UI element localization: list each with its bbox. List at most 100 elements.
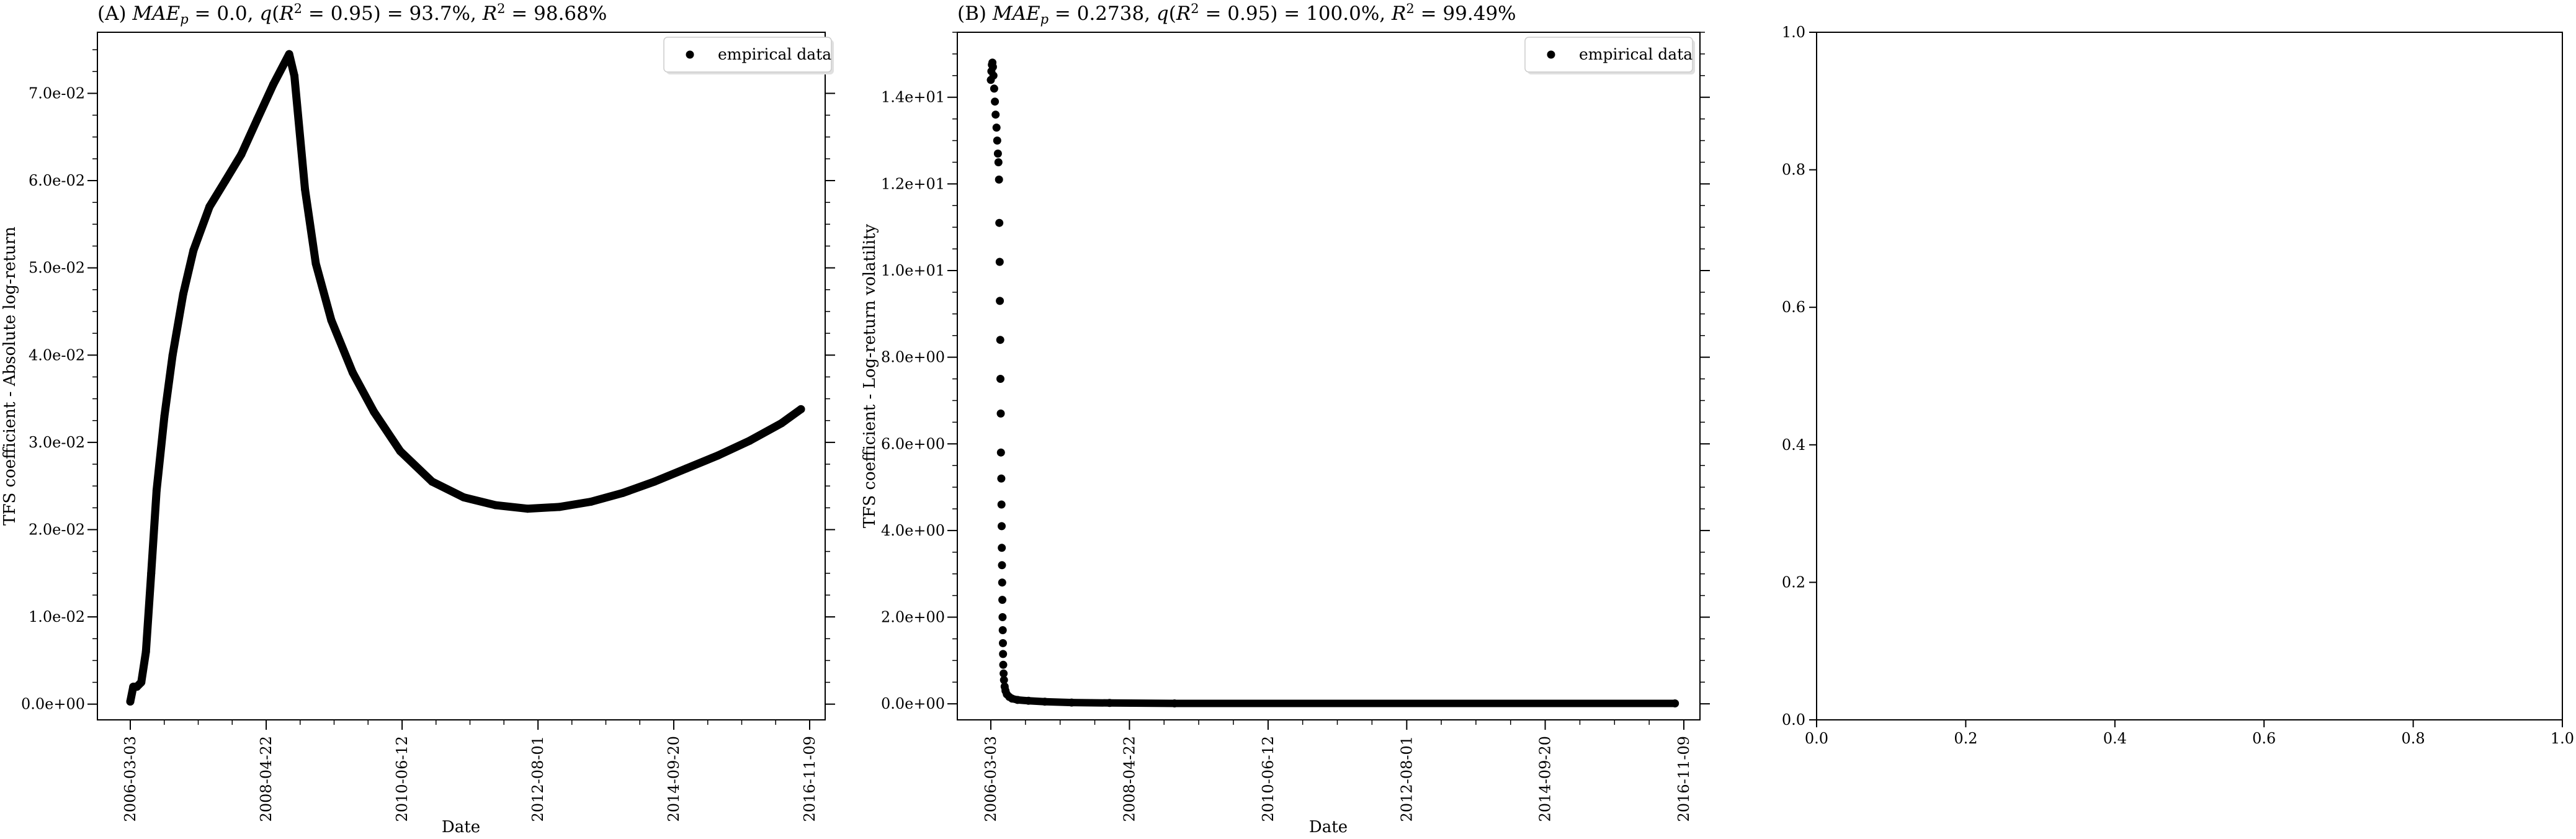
y-tick-label: 0.2 — [1782, 573, 1805, 591]
y-tick-label: 0.0e+00 — [881, 695, 945, 712]
data-point — [996, 375, 1004, 383]
y-tick-label: 1.2e+01 — [881, 175, 945, 192]
data-point — [491, 501, 500, 509]
x-tick-label: 2014-09-20 — [1537, 736, 1554, 822]
data-point — [1000, 669, 1008, 678]
plot-frame-c — [1816, 32, 2563, 720]
data-point — [327, 316, 336, 325]
data-point — [301, 185, 310, 194]
legend-box-b — [1524, 37, 1693, 73]
y-tick-label: 1.0 — [1782, 24, 1805, 41]
data-point — [189, 246, 198, 254]
data-point — [269, 80, 277, 89]
legend-label-b: empirical data — [1579, 45, 1693, 63]
data-point — [682, 464, 691, 473]
data-point — [311, 259, 320, 268]
y-tick-label: 8.0e+00 — [881, 349, 945, 366]
data-point — [713, 451, 722, 460]
x-tick-label: 2016-11-09 — [1675, 736, 1693, 822]
data-point — [996, 409, 1005, 418]
chart-title-a: (A) MAEp​ = 0.0, q(R2​ = 0.95) = 93.7%, … — [97, 1, 607, 27]
chart-panel-b: (B) MAEp​ = 0.2738, q(R2​ = 0.95) = 100.… — [861, 1, 1710, 837]
y-axis-label-b: TFS coefficient - Log-return volatility — [861, 224, 879, 528]
x-tick-label: 0.8 — [2402, 730, 2425, 747]
data-point — [221, 176, 230, 185]
data-point — [1040, 698, 1049, 706]
x-tick-label: 0.4 — [2103, 730, 2127, 747]
data-point — [459, 493, 468, 501]
data-point — [998, 626, 1007, 634]
legend-marker-b — [1547, 50, 1555, 59]
data-point — [285, 50, 293, 58]
data-point — [619, 488, 627, 497]
x-tick-label: 1.0 — [2551, 730, 2574, 747]
x-tick-label: 2014-09-20 — [665, 736, 682, 822]
data-point — [999, 660, 1008, 669]
data-point — [1170, 699, 1179, 707]
data-point — [290, 71, 298, 80]
data-point — [523, 505, 532, 513]
data-point — [991, 97, 1000, 106]
data-point — [152, 486, 161, 495]
data-point — [797, 405, 805, 413]
data-point — [996, 448, 1005, 457]
x-axis-label-b: Date — [1309, 818, 1348, 837]
data-point — [1013, 696, 1022, 704]
data-point — [137, 678, 146, 686]
data-point — [998, 596, 1007, 604]
data-point — [989, 71, 998, 80]
data-point — [996, 336, 1004, 344]
y-tick-label: 2.0e-02 — [29, 521, 85, 538]
y-tick-label: 3.0e-02 — [29, 434, 85, 451]
data-trace — [1001, 683, 1679, 707]
chart-panel-a: (A) MAEp​ = 0.0, q(R2​ = 0.95) = 93.7%, … — [1, 1, 835, 837]
x-tick-label: 2012-08-01 — [1398, 736, 1415, 822]
data-point — [997, 474, 1006, 483]
data-point — [237, 150, 246, 159]
plot-content-a: 2006-03-03 2008-04-22 2010-06-12 2012-08-01… — [21, 49, 835, 822]
y-tick-label: 2.0e+00 — [881, 609, 945, 626]
legend-marker-a — [686, 50, 694, 59]
y-tick-label: 7.0e-02 — [29, 84, 85, 102]
y-tick-label: 5.0e-02 — [29, 259, 85, 277]
data-point — [349, 368, 357, 377]
chart-title-b: (B) MAEp​ = 0.2738, q(R2​ = 0.95) = 100.… — [957, 1, 1516, 27]
plot-content-c: 0.0 0.2 0.4 0.6 0.8 1.0 0.0 0.2 0.4 0.6 0.8 1.0 — [1782, 24, 2574, 747]
data-point — [998, 544, 1006, 552]
x-tick-label: 2006-03-03 — [122, 736, 139, 822]
data-point — [1024, 696, 1033, 705]
data-point — [998, 578, 1006, 587]
data-point — [997, 500, 1006, 509]
data-point — [253, 115, 261, 124]
data-point — [999, 639, 1007, 647]
x-tick-label: 2008-04-22 — [257, 736, 275, 822]
data-point — [988, 63, 997, 71]
data-point — [650, 477, 659, 486]
data-point — [160, 412, 169, 421]
data-point — [995, 258, 1004, 266]
data-point — [996, 297, 1004, 305]
y-tick-label: 6.0e+00 — [881, 435, 945, 452]
chart-panel-c: 0.0 0.2 0.4 0.6 0.8 1.0 0.0 0.2 0.4 0.6 0.8 1.0 — [1782, 24, 2574, 747]
legend-b: empirical data — [1524, 37, 1695, 74]
data-point — [993, 150, 1002, 158]
data-point — [746, 436, 754, 445]
data-point — [998, 561, 1006, 570]
data-point — [141, 647, 150, 656]
y-tick-label: 0.6 — [1782, 298, 1805, 316]
x-tick-label: 2016-11-09 — [801, 736, 818, 822]
x-tick-label: 0.6 — [2252, 730, 2276, 747]
data-point — [777, 419, 786, 428]
data-point — [370, 408, 378, 416]
legend-label-a: empirical data — [718, 45, 831, 63]
data-point — [147, 569, 156, 578]
data-point — [1067, 698, 1076, 707]
data-point — [998, 522, 1006, 531]
data-point — [990, 84, 998, 93]
x-axis-label-a: Date — [442, 818, 480, 837]
x-tick-label: 2008-04-22 — [1120, 736, 1138, 822]
data-point — [999, 650, 1008, 658]
data-point — [1105, 699, 1114, 707]
plot-frame-b — [957, 32, 1701, 720]
data-point — [1671, 699, 1679, 707]
